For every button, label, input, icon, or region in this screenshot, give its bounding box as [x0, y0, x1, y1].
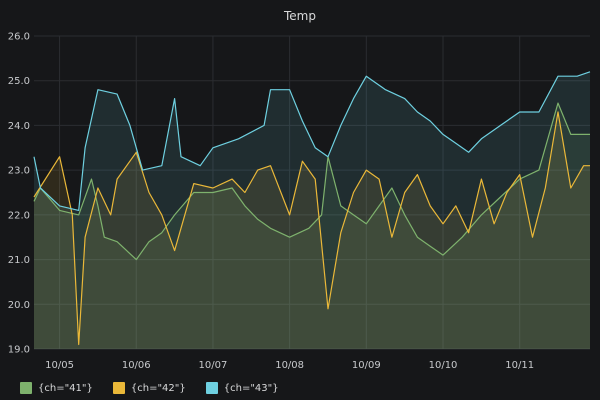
- legend-label-ch41: {ch="41"}: [38, 382, 93, 394]
- y-tick-label: 19.0: [8, 345, 30, 356]
- x-tick-label: 10/09: [352, 360, 381, 371]
- series-areas: [34, 71, 590, 350]
- series-area-41: [34, 103, 590, 349]
- legend-swatch-ch42: [112, 382, 125, 394]
- legend-item-ch41[interactable]: {ch="41"}: [20, 382, 93, 394]
- series-area-42: [34, 112, 590, 349]
- x-tick-label: 10/05: [45, 360, 74, 371]
- x-axis: 10/05 10/06 10/07 10/08 10/09 10/10 10/11: [45, 360, 534, 371]
- series-line-41: [33, 102, 590, 261]
- grid: [34, 35, 590, 350]
- legend: {ch="41"} {ch="42"} {ch="43"}: [20, 380, 279, 396]
- series-line-42: [33, 111, 590, 346]
- plot-background: [34, 36, 590, 349]
- series-line-43: [33, 71, 591, 211]
- y-axis: 19.0 20.0 21.0 22.0 23.0 24.0 25.0 26.0: [8, 32, 30, 356]
- legend-swatch-ch41: [20, 382, 32, 394]
- x-tick-label: 10/07: [199, 360, 228, 371]
- y-tick-label: 21.0: [8, 255, 30, 266]
- legend-swatch-ch43: [205, 382, 218, 394]
- legend-label-ch42: {ch="42"}: [130, 382, 186, 394]
- x-tick-label: 10/08: [275, 360, 304, 371]
- y-tick-label: 24.0: [8, 121, 30, 132]
- x-tick-label: 10/10: [429, 360, 458, 371]
- legend-item-ch42[interactable]: {ch="42"}: [112, 382, 186, 394]
- legend-item-ch43[interactable]: {ch="43"}: [205, 382, 279, 394]
- series-lines: [33, 71, 591, 346]
- x-tick-label: 10/11: [505, 360, 534, 371]
- y-tick-label: 25.0: [8, 76, 30, 87]
- x-tick-label: 10/06: [122, 360, 151, 371]
- panel-title[interactable]: Temp: [284, 9, 316, 23]
- y-tick-label: 20.0: [8, 300, 30, 311]
- y-tick-label: 23.0: [8, 166, 30, 177]
- series-area-43: [34, 71, 590, 350]
- y-tick-label: 26.0: [8, 32, 30, 43]
- y-tick-label: 22.0: [8, 210, 30, 221]
- legend-label-ch43: {ch="43"}: [223, 382, 279, 394]
